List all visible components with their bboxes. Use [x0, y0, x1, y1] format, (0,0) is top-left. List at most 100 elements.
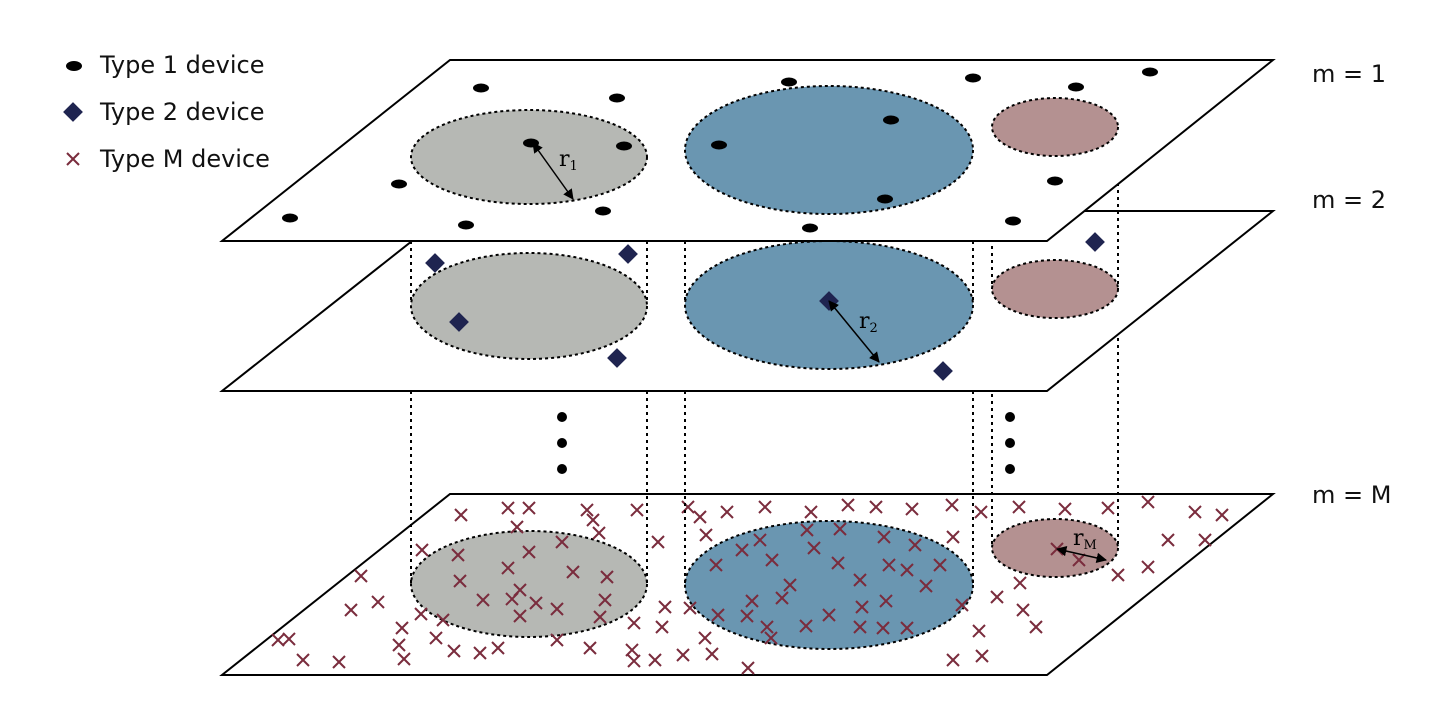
- typeM-device-marker: [630, 503, 644, 517]
- typeM-device-marker: [955, 598, 969, 612]
- radius-arrow-r1: [532, 142, 574, 200]
- typeM-device-marker: [799, 619, 813, 633]
- typeM-device-marker: [1101, 501, 1115, 515]
- typeM-device-marker: [415, 543, 429, 557]
- typeM-device-marker: [841, 498, 855, 512]
- typeM-device-marker: [698, 631, 712, 645]
- typeM-device-marker: [740, 609, 754, 623]
- typeM-device-marker: [975, 649, 989, 663]
- typeM-device-marker: [332, 655, 346, 669]
- type1-device-marker: [1068, 82, 1084, 92]
- blue-coverage-disc-mM: [684, 520, 974, 650]
- typeM-device-marker: [882, 558, 896, 572]
- typeM-device-marker: [741, 661, 755, 675]
- typeM-device-marker: [501, 501, 515, 515]
- typeM-device-marker: [758, 500, 772, 514]
- typeM-device-marker: [1016, 603, 1030, 617]
- typeM-device-marker: [550, 602, 564, 616]
- typeM-device-marker: [900, 621, 914, 635]
- typeM-device-marker: [753, 533, 767, 547]
- type1-device-marker: [711, 140, 727, 150]
- typeM-device-marker: [775, 591, 789, 605]
- radius-arrow-r2: [828, 300, 880, 363]
- typeM-device-marker: [592, 526, 606, 540]
- plane-m1: r1: [219, 59, 1276, 242]
- typeM-device-marker: [429, 631, 443, 645]
- type1-device-marker: [781, 77, 797, 87]
- typeM-device-marker: [676, 648, 690, 662]
- radius-label-r1: r1: [559, 147, 578, 174]
- typeM-device-marker: [586, 513, 600, 527]
- typeM-device-marker: [833, 522, 847, 536]
- legend-type2-label: Type 2 device: [99, 98, 264, 126]
- typeM-device-marker: [395, 621, 409, 635]
- type1-device-marker: [391, 179, 407, 189]
- typeM-device-marker: [905, 502, 919, 516]
- type1-device-marker: [802, 223, 818, 233]
- typeM-device-marker: [760, 620, 774, 634]
- typeM-device-marker: [1141, 560, 1155, 574]
- plane-m2: r2: [219, 210, 1276, 392]
- typeM-device-marker: [453, 574, 467, 588]
- gray-coverage-disc-m1: [410, 109, 648, 205]
- typeM-device-marker: [807, 541, 821, 555]
- type1-device-marker: [877, 194, 893, 204]
- typeM-device-marker: [655, 620, 669, 634]
- typeM-devices: [271, 495, 1229, 675]
- pink-coverage-disc-m1: [991, 97, 1119, 157]
- typeM-device-marker: [879, 594, 893, 608]
- gray-coverage-disc-mM: [410, 530, 648, 638]
- layer-label-m2: m = 2: [1312, 186, 1386, 214]
- layer-ellipsis-dots: [557, 412, 1015, 474]
- typeM-device-marker: [658, 600, 672, 614]
- type1-device-marker: [883, 115, 899, 125]
- typeM-device-marker: [908, 538, 922, 552]
- typeM-device-marker: [491, 641, 505, 655]
- radius-label-r2: r2: [859, 309, 878, 336]
- typeM-device-marker: [282, 632, 296, 646]
- typeM-device-marker: [344, 603, 358, 617]
- radius-label-rM: rM: [1073, 526, 1097, 553]
- typeM-device-marker: [711, 608, 725, 622]
- type1-device-marker: [595, 206, 611, 216]
- typeM-device-marker: [735, 543, 749, 557]
- type2-device-marker: [425, 253, 445, 273]
- radius-arrow-rM: [1055, 545, 1108, 564]
- type1-device-marker: [523, 138, 539, 148]
- typeM-device-marker: [946, 653, 960, 667]
- typeM-device-marker: [600, 570, 614, 584]
- typeM-device-marker: [764, 631, 778, 645]
- type1-legend-icon: [66, 61, 82, 71]
- type1-device-marker: [458, 220, 474, 230]
- typeM-device-marker: [972, 624, 986, 638]
- typeM-device-marker: [510, 520, 524, 534]
- typeM-device-marker: [451, 548, 465, 562]
- typeM-device-marker: [1012, 500, 1026, 514]
- typeM-device-marker: [513, 583, 527, 597]
- typeM-device-marker: [550, 633, 564, 647]
- typeM-device-marker: [593, 610, 607, 624]
- pink-coverage-disc-m2: [991, 259, 1119, 319]
- typeM-device-marker: [800, 523, 814, 537]
- layer-label-m1: m = 1: [1312, 60, 1386, 88]
- typeM-device-marker: [720, 505, 734, 519]
- typeM-device-marker: [648, 653, 662, 667]
- typeM-device-marker: [709, 558, 723, 572]
- type1-device-marker: [965, 73, 981, 83]
- typeM-device-marker: [397, 652, 411, 666]
- typeM-device-marker: [683, 601, 697, 615]
- typeM-device-marker: [454, 508, 468, 522]
- typeM-device-marker: [522, 545, 536, 559]
- typeM-device-marker: [271, 633, 285, 647]
- typeM-device-marker: [476, 593, 490, 607]
- gray-coverage-disc-m2: [410, 252, 648, 360]
- typeM-device-marker: [529, 596, 543, 610]
- typeM-device-marker: [853, 573, 867, 587]
- type1-device-marker: [1047, 176, 1063, 186]
- typeM-device-marker: [877, 530, 891, 544]
- type1-device-marker: [1142, 67, 1158, 77]
- typeM-device-marker: [583, 641, 597, 655]
- typeM-device-marker: [822, 608, 836, 622]
- legend-type1-label: Type 1 device: [99, 51, 264, 79]
